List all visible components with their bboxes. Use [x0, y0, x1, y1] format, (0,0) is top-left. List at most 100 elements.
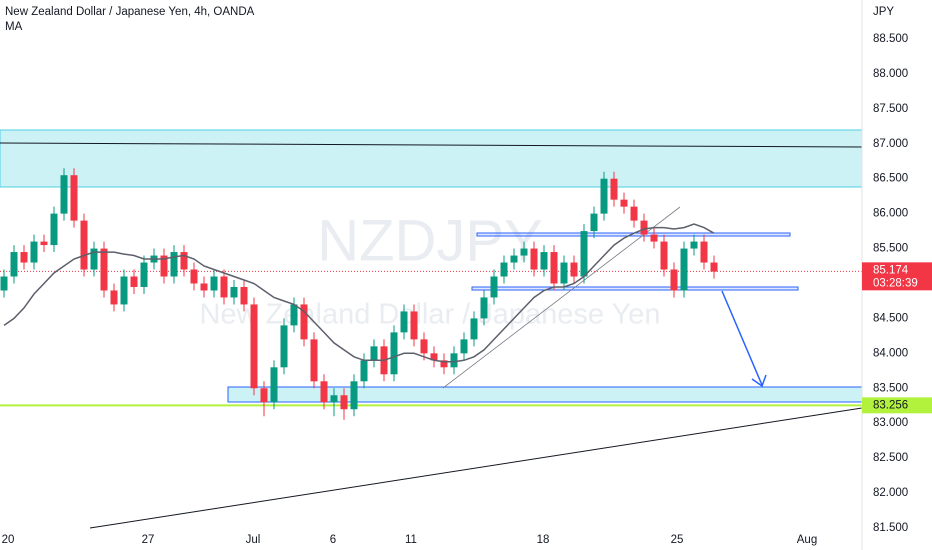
- candle-body: [110, 290, 118, 305]
- price-tag: [862, 397, 932, 414]
- x-tick-label: 27: [142, 534, 155, 546]
- candle-body: [160, 255, 168, 277]
- candle-body: [700, 241, 708, 263]
- candle-body: [440, 360, 448, 368]
- candle-body: [30, 241, 38, 263]
- resistance-zone: [0, 129, 863, 188]
- y-tick-label: 88.000: [873, 68, 908, 80]
- candle-body: [510, 255, 518, 263]
- candle-body: [540, 252, 548, 270]
- candle-body: [10, 252, 18, 277]
- candle-body: [250, 304, 258, 389]
- candle-body: [480, 297, 488, 319]
- ma-line: [3, 223, 715, 363]
- candle-body: [650, 234, 658, 242]
- candle-body: [420, 339, 428, 354]
- currency-label: JPY: [873, 6, 894, 18]
- x-tick-label: 18: [537, 534, 550, 546]
- candle-body: [90, 248, 98, 270]
- candle-body: [180, 252, 188, 270]
- x-tick-label: 20: [2, 534, 15, 546]
- candle-body: [450, 353, 458, 368]
- candle-body: [500, 262, 508, 277]
- candle-body: [60, 175, 68, 214]
- y-tick-label: 86.500: [873, 173, 908, 185]
- candle-body: [0, 276, 8, 291]
- candle-body: [490, 276, 498, 298]
- candle-body: [620, 199, 628, 207]
- candle-body: [530, 248, 538, 270]
- candle-body: [630, 206, 638, 221]
- candle-body: [570, 262, 578, 277]
- trend-line: [89, 407, 863, 529]
- watermark-symbol: NZDJPY: [317, 208, 543, 273]
- candle-body: [210, 276, 218, 291]
- candle-body: [100, 248, 108, 291]
- y-tick-label: 84.500: [873, 312, 908, 324]
- candle-body: [590, 213, 598, 232]
- candle-body: [190, 269, 198, 284]
- watermark-description: New Zealand Dollar / Japanese Yen: [199, 299, 660, 331]
- candle-body: [430, 353, 438, 361]
- candle-body: [20, 252, 28, 263]
- candle-body: [330, 395, 338, 403]
- level-box: [471, 286, 799, 291]
- candle-body: [580, 231, 588, 277]
- candle-body: [120, 276, 128, 305]
- candle-body: [370, 346, 378, 361]
- candle-body: [340, 395, 348, 410]
- candle-body: [640, 220, 648, 235]
- x-tick-label: Jul: [246, 534, 261, 546]
- candle-body: [140, 262, 148, 287]
- candle-body: [470, 318, 478, 340]
- candle-body: [290, 304, 298, 326]
- candle-body: [200, 283, 208, 291]
- candle-body: [280, 325, 288, 368]
- countdown-label: 03:28:39: [873, 277, 918, 289]
- indicator-label: MA: [5, 21, 23, 33]
- candle-body: [410, 311, 418, 340]
- candle-body: [460, 339, 468, 354]
- candle-body: [560, 262, 568, 284]
- y-tick-label: 88.500: [873, 33, 908, 45]
- candle-body: [660, 241, 668, 270]
- candle-body: [710, 262, 718, 272]
- candle-body: [40, 241, 48, 246]
- candle-body: [390, 332, 398, 375]
- y-tick-label: 86.000: [873, 208, 908, 220]
- candle-body: [360, 360, 368, 382]
- y-tick-label: 84.000: [873, 347, 908, 359]
- candle-body: [270, 367, 278, 403]
- y-tick-label: 81.500: [873, 522, 908, 534]
- candle-body: [70, 175, 78, 221]
- arrow-head: [751, 374, 767, 388]
- candle-body: [610, 178, 618, 200]
- candle-body: [300, 304, 308, 340]
- last-price-label: 85.174: [873, 264, 909, 276]
- y-tick-label: 83.500: [873, 382, 908, 394]
- y-tick-label: 82.000: [873, 487, 908, 499]
- candle-body: [320, 381, 328, 403]
- trend-line: [0, 142, 863, 148]
- y-tick-label: 87.500: [873, 103, 908, 115]
- x-tick-label: 6: [330, 534, 336, 546]
- candle-body: [310, 339, 318, 382]
- y-tick-label: 87.000: [873, 138, 908, 150]
- candle-body: [260, 388, 268, 403]
- candle-body: [690, 241, 698, 249]
- candle-body: [230, 286, 238, 298]
- chart-title: New Zealand Dollar / Japanese Yen, 4h, O…: [5, 6, 255, 18]
- candle-body: [400, 311, 408, 333]
- candle-body: [240, 286, 248, 305]
- x-tick-label: 11: [405, 534, 417, 546]
- candle-body: [550, 252, 558, 284]
- x-tick-label: 25: [671, 534, 684, 546]
- candle-body: [520, 248, 528, 256]
- y-tick-label: 82.500: [873, 452, 908, 464]
- candle-body: [350, 381, 358, 410]
- y-tick-label: 83.000: [873, 417, 908, 429]
- candle-body: [600, 178, 608, 214]
- candle-body: [130, 276, 138, 287]
- arrow: [721, 290, 763, 386]
- candle-body: [50, 213, 58, 246]
